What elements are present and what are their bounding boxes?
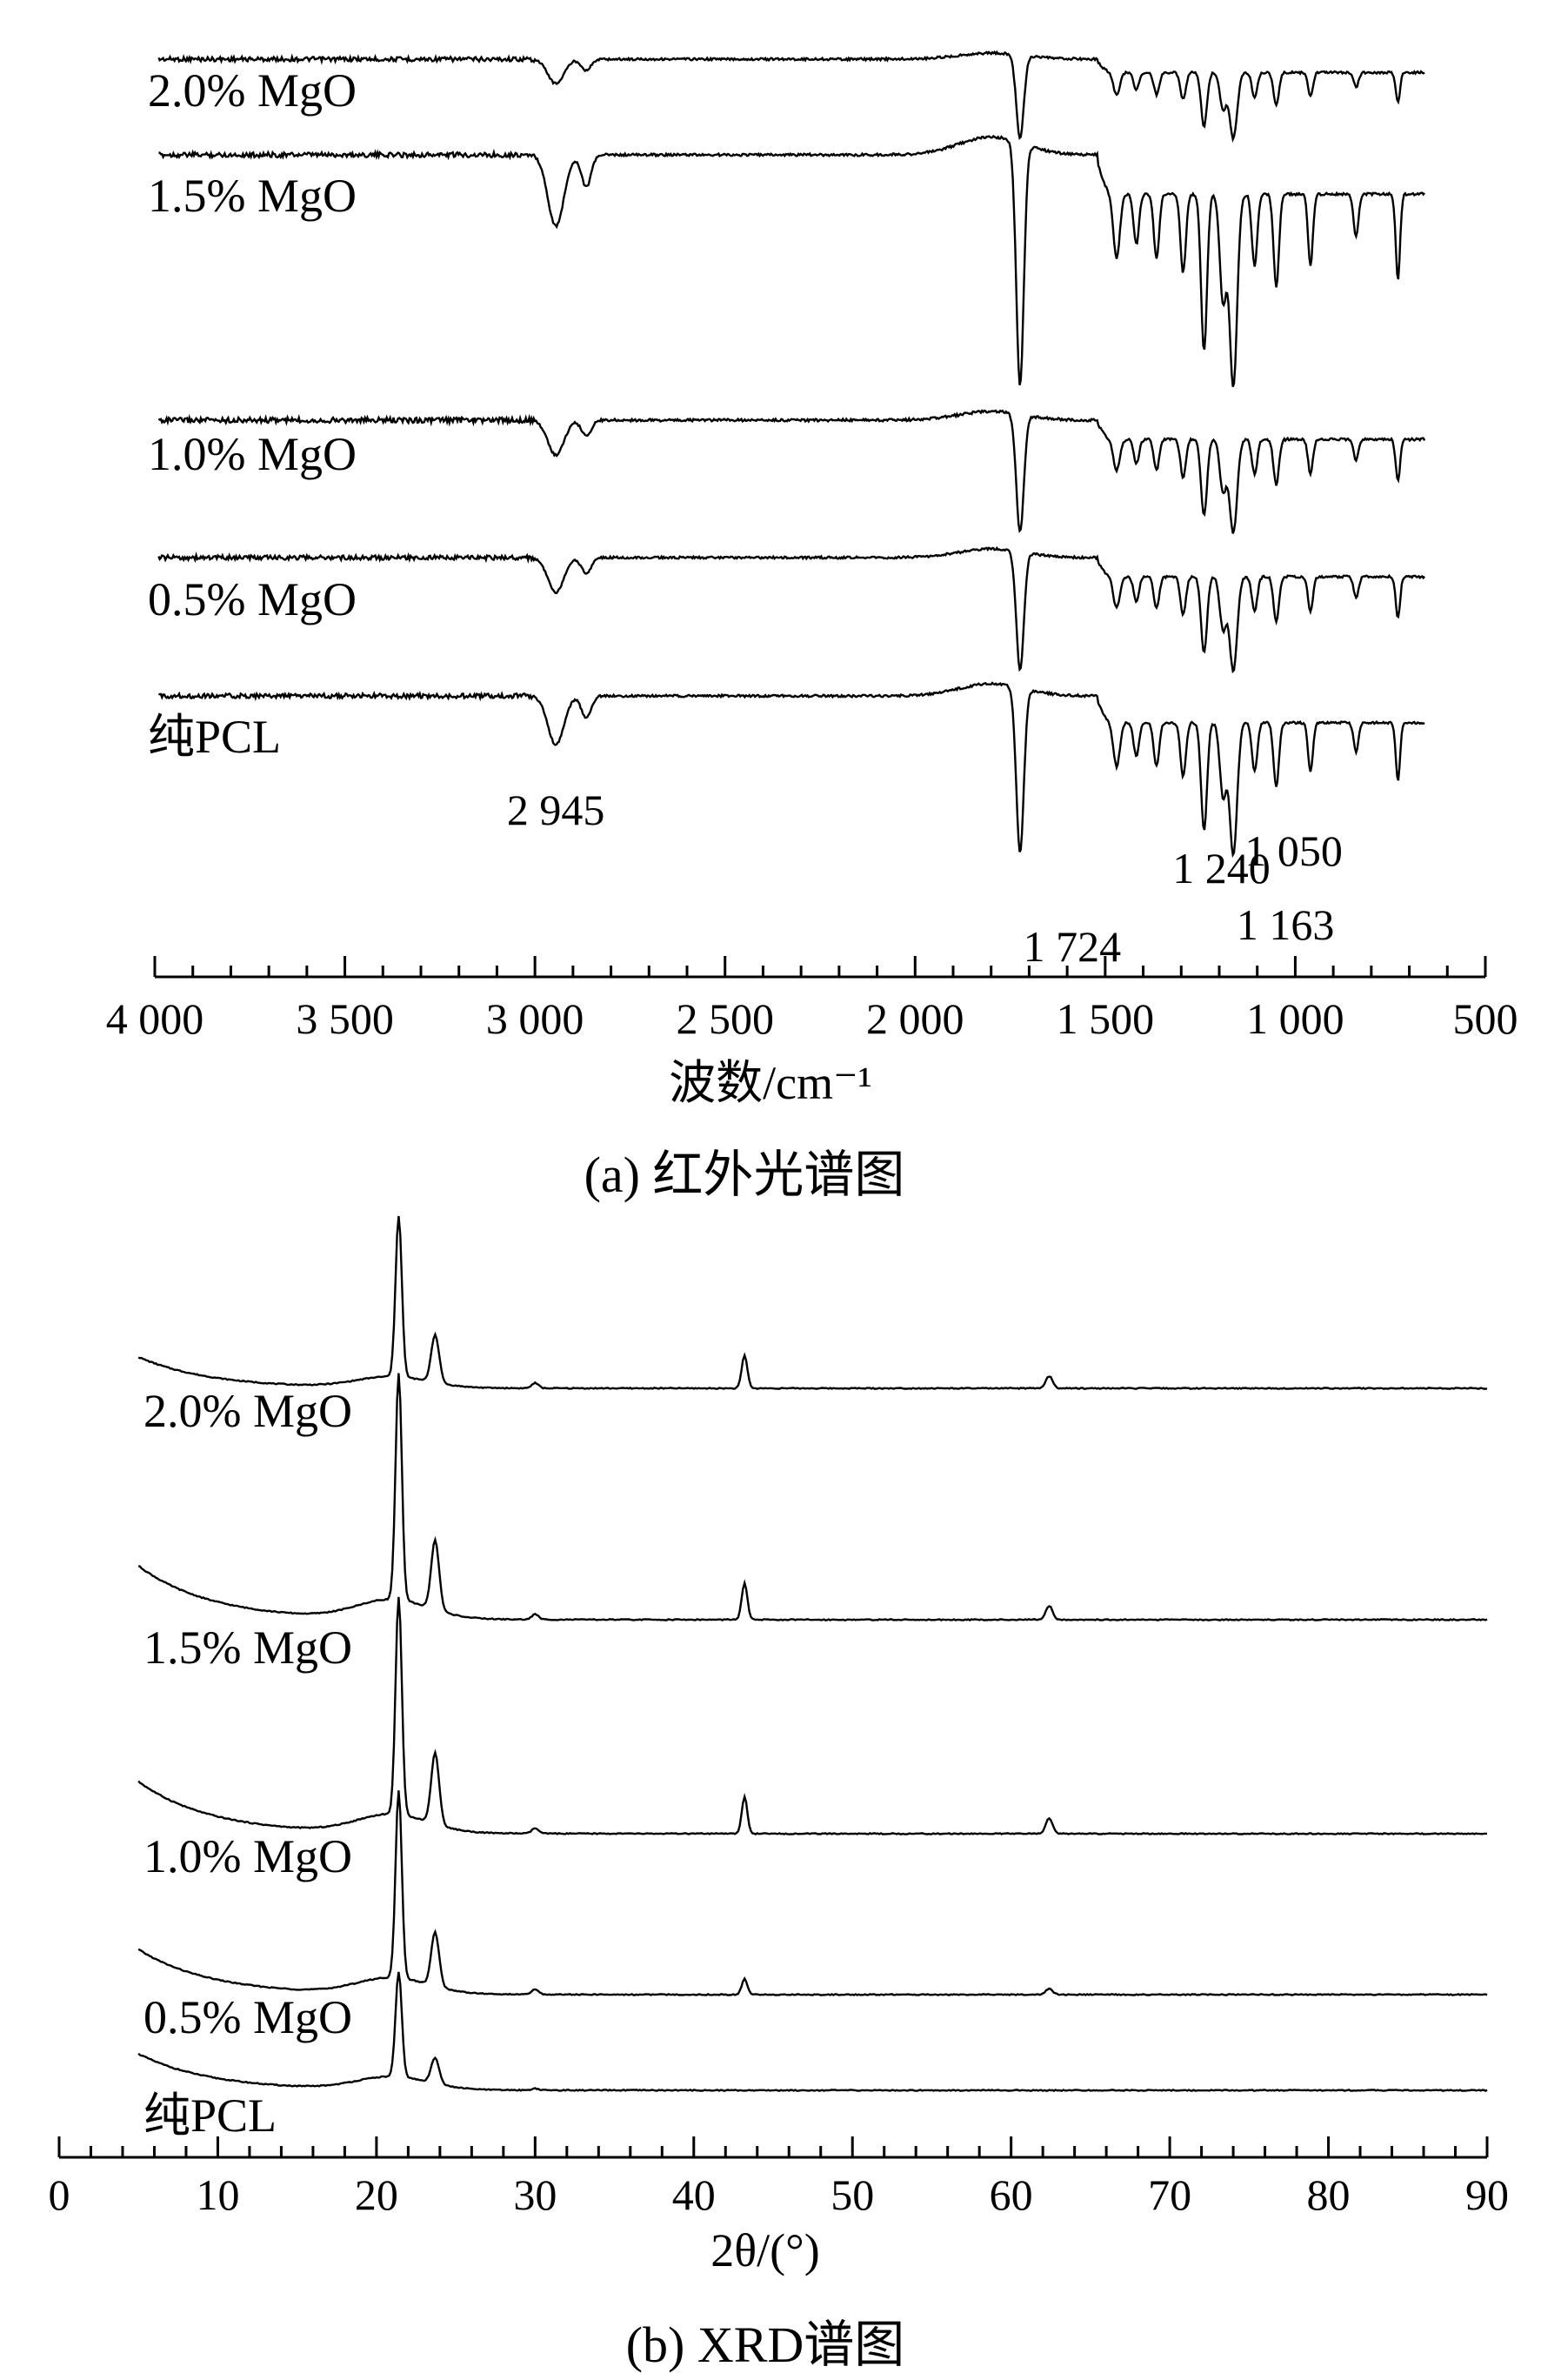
xrd-tick-label: 10	[196, 2170, 239, 2219]
ir-series-label-pcl: 纯PCL	[148, 711, 281, 763]
ir-peak-annotation: 1 240	[1172, 844, 1271, 892]
ir-series-label-0-5-mgo: 0.5% MgO	[148, 573, 357, 625]
ir-peak-annotation: 1 163	[1237, 900, 1335, 949]
ir-series-line-2-0-mgo	[157, 50, 1425, 144]
xrd-series-label-1-5-mgo: 1.5% MgO	[143, 1621, 352, 1674]
xrd-x-axis-title: 2θ/(°)	[710, 2224, 819, 2276]
xrd-tick-label: 60	[990, 2170, 1033, 2219]
ir-curves	[157, 50, 1426, 859]
ir-series-line-1-0-mgo	[157, 409, 1426, 534]
xrd-tick-label: 30	[513, 2170, 557, 2219]
xrd-curves	[137, 1215, 1488, 2093]
xrd-tick-label: 20	[355, 2170, 398, 2219]
ir-series-label-1-0-mgo: 1.0% MgO	[148, 428, 357, 480]
xrd-series-line-2-0-mgo	[137, 1215, 1488, 1390]
xrd-tick-label: 70	[1148, 2170, 1191, 2219]
ir-series-line-pcl	[157, 681, 1425, 859]
ir-series-line-1-5-mgo	[158, 134, 1426, 387]
ir-series-label-1-5-mgo: 1.5% MgO	[148, 170, 357, 222]
xrd-x-axis: 0 10 20 30 40 50 60 70 80 90	[49, 2136, 1509, 2219]
xrd-panel: 2.0% MgO 1.5% MgO 1.0% MgO 0.5% MgO 纯PCL 0 10…	[49, 1215, 1509, 2373]
ir-series-label-2-0-mgo: 2.0% MgO	[148, 64, 357, 117]
ir-tick-label: 2 500	[676, 994, 774, 1043]
xrd-series-line-1-5-mgo	[137, 1373, 1488, 1621]
ir-tick-label: 500	[1453, 994, 1518, 1043]
xrd-caption: (b) XRD谱图	[626, 2316, 905, 2373]
xrd-series-line-pcl	[137, 1971, 1488, 2093]
xrd-series-label-0-5-mgo: 0.5% MgO	[143, 1991, 352, 2043]
xrd-tick-label: 0	[49, 2170, 70, 2219]
xrd-series-line-1-0-mgo	[137, 1596, 1487, 1835]
ir-tick-label: 2 000	[866, 994, 964, 1043]
xrd-tick-label: 50	[831, 2170, 874, 2219]
xrd-series-label-pcl: 纯PCL	[143, 2089, 277, 2142]
ir-tick-label: 3 500	[296, 994, 394, 1043]
ir-x-axis: 4 000 3 500 3 000 2 500 2 000 1 500 1 000 500	[106, 956, 1518, 1043]
ir-spectrum-panel: 2.0% MgO 1.5% MgO 1.0% MgO 0.5% MgO 纯PCL 2 9…	[106, 50, 1518, 1203]
ir-peak-annotation: 2 945	[507, 786, 605, 834]
xrd-tick-label: 90	[1465, 2170, 1509, 2219]
ir-tick-label: 4 000	[106, 994, 204, 1043]
xrd-tick-label: 80	[1307, 2170, 1351, 2219]
ir-peak-annotation: 1 050	[1244, 826, 1343, 875]
xrd-series-labels: 2.0% MgO 1.5% MgO 1.0% MgO 0.5% MgO 纯PCL	[143, 1385, 352, 2142]
ir-series-labels: 2.0% MgO 1.5% MgO 1.0% MgO 0.5% MgO 纯PCL	[148, 64, 357, 763]
xrd-series-label-1-0-mgo: 1.0% MgO	[143, 1830, 352, 1882]
xrd-series-line-0-5-mgo	[137, 1790, 1488, 1996]
ir-tick-label: 1 000	[1246, 994, 1344, 1043]
xrd-series-label-2-0-mgo: 2.0% MgO	[143, 1385, 352, 1437]
ir-series-line-0-5-mgo	[157, 545, 1426, 674]
ir-tick-label: 1 500	[1057, 994, 1155, 1043]
ir-x-axis-title: 波数/cm⁻¹	[669, 1057, 872, 1109]
xrd-tick-label: 40	[672, 2170, 716, 2219]
ir-tick-label: 3 000	[486, 994, 584, 1043]
ir-caption: (a) 红外光谱图	[584, 1147, 905, 1203]
